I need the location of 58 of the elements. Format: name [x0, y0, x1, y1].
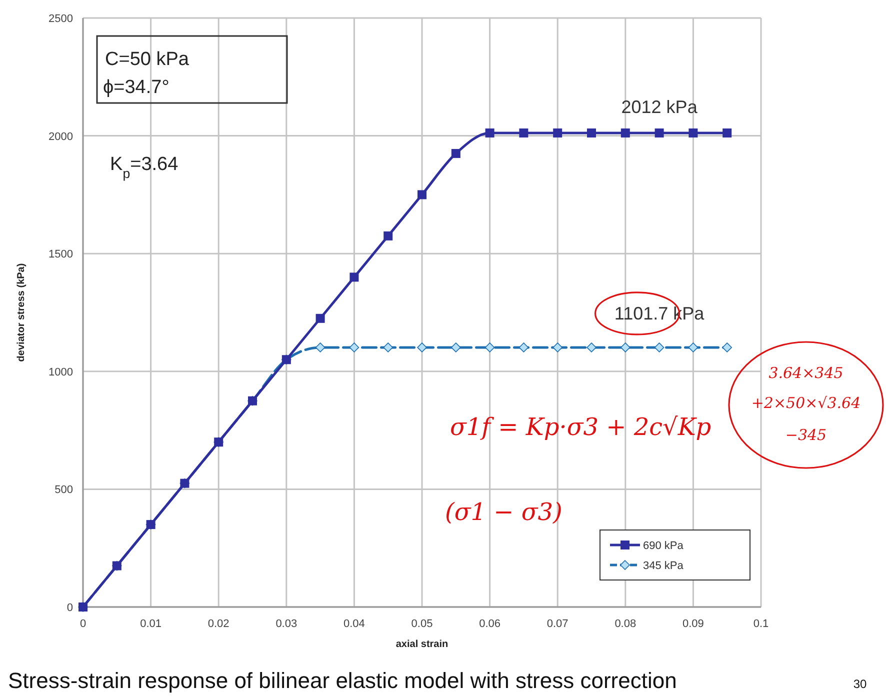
point — [451, 148, 460, 158]
point — [587, 128, 596, 138]
legend-label: 345 kPa — [643, 560, 684, 572]
point — [552, 342, 562, 352]
point — [688, 342, 698, 352]
annotation: +2×50×√3.64 — [751, 394, 861, 412]
y-tick-label: 500 — [54, 484, 73, 496]
y-tick-label: 0 — [66, 602, 73, 614]
x-tick-label: 0.03 — [276, 618, 298, 630]
x-tick-label: 0.1 — [753, 618, 769, 630]
point — [519, 128, 528, 138]
point — [315, 342, 326, 352]
point — [316, 314, 325, 323]
x-axis-title: axial strain — [396, 639, 448, 650]
x-tick-label: 0.04 — [343, 618, 365, 630]
x-tick-label: 0.02 — [208, 618, 230, 630]
x-tick-label: 0.05 — [411, 618, 433, 630]
x-tick-label: 0.08 — [614, 618, 636, 630]
legend-label: 690 kPa — [643, 540, 684, 552]
annotation: 2012 kPa — [621, 96, 698, 117]
point — [350, 272, 359, 282]
point — [654, 128, 664, 138]
point — [451, 342, 461, 352]
text: 30 — [853, 677, 867, 691]
annotation: (σ1 − σ3) — [445, 498, 562, 526]
x-tick-label: 0.06 — [479, 618, 501, 630]
x-tick-label: 0.01 — [140, 618, 162, 630]
point — [553, 128, 562, 138]
point — [418, 190, 426, 200]
x-tick-label: 0 — [80, 618, 86, 630]
point — [417, 342, 427, 352]
point — [620, 342, 630, 352]
annotation: σ1f = Kp·σ3 + 2c√Kp — [450, 413, 712, 441]
point — [485, 128, 494, 138]
point — [620, 128, 630, 138]
point — [688, 128, 698, 138]
text: 3.64×345 — [768, 364, 844, 382]
y-tick-label: 1500 — [48, 248, 73, 261]
point — [654, 342, 664, 352]
x-tick-label: 0.09 — [682, 618, 704, 630]
point — [722, 342, 732, 352]
point — [383, 342, 393, 352]
point — [518, 342, 529, 352]
point — [349, 342, 360, 352]
text: −345 — [785, 426, 827, 444]
annotation: K$_{p}$=3.64 — [110, 154, 179, 180]
point — [586, 342, 596, 352]
point — [484, 342, 495, 352]
y-tick-label: 2500 — [48, 13, 73, 25]
annotation: ϕ=34.7° — [103, 77, 170, 98]
x-tick-label: 0.07 — [546, 618, 568, 630]
text: Stress-strain response of bilinear elastic model with stress correction — [8, 668, 677, 693]
point — [722, 128, 732, 138]
y-axis-title: deviator stress (kPa) — [16, 263, 27, 362]
y-tick-label: 2000 — [48, 130, 73, 143]
point — [384, 231, 393, 240]
y-tick-label: 1000 — [48, 366, 73, 378]
annotation: C=50 kPa — [105, 49, 190, 70]
